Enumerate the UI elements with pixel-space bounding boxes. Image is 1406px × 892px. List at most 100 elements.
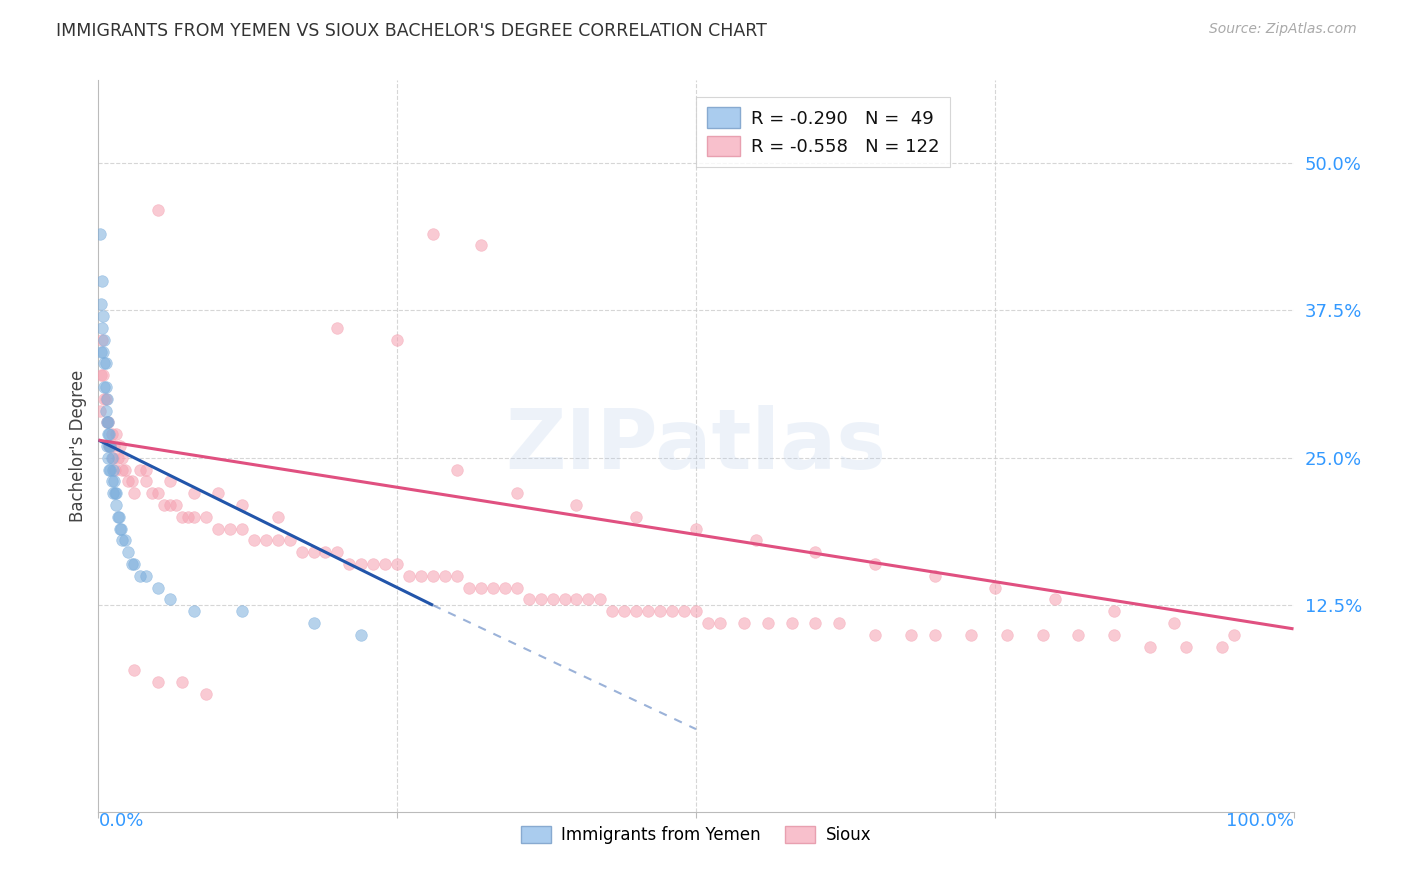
Point	[96, 439, 118, 453]
Point	[422, 227, 444, 241]
Point	[984, 581, 1007, 595]
Point	[93, 392, 115, 406]
Point	[207, 522, 229, 536]
Point	[111, 450, 134, 465]
Point	[90, 368, 112, 383]
Point	[89, 227, 111, 241]
Point	[114, 462, 136, 476]
Point	[385, 333, 409, 347]
Point	[506, 581, 529, 595]
Point	[470, 581, 492, 595]
Point	[107, 450, 129, 465]
Point	[648, 604, 672, 618]
Point	[148, 202, 170, 217]
Point	[995, 628, 1018, 642]
Point	[1067, 628, 1090, 642]
Point	[828, 615, 851, 630]
Point	[661, 604, 683, 618]
Point	[91, 321, 114, 335]
Point	[326, 545, 349, 559]
Point	[141, 486, 163, 500]
Point	[183, 486, 205, 500]
Point	[108, 439, 131, 453]
Point	[326, 321, 349, 335]
Point	[124, 557, 146, 571]
Point	[94, 392, 117, 406]
Point	[960, 628, 983, 642]
Text: ZIPatlas: ZIPatlas	[506, 406, 886, 486]
Point	[1104, 628, 1126, 642]
Point	[195, 687, 218, 701]
Point	[207, 486, 229, 500]
Point	[446, 462, 468, 476]
Point	[733, 615, 755, 630]
Point	[1211, 640, 1233, 654]
Point	[111, 462, 134, 476]
Point	[159, 475, 181, 489]
Point	[924, 628, 946, 642]
Point	[101, 462, 124, 476]
Point	[602, 604, 624, 618]
Point	[103, 475, 125, 489]
Point	[105, 498, 128, 512]
Point	[1104, 604, 1126, 618]
Point	[89, 403, 111, 417]
Point	[363, 557, 385, 571]
Point	[697, 615, 720, 630]
Point	[865, 628, 887, 642]
Point	[183, 604, 205, 618]
Point	[804, 615, 827, 630]
Point	[98, 439, 122, 453]
Point	[148, 486, 170, 500]
Point	[385, 557, 409, 571]
Point	[135, 568, 157, 582]
Point	[231, 522, 253, 536]
Point	[148, 581, 170, 595]
Point	[554, 592, 576, 607]
Y-axis label: Bachelor's Degree: Bachelor's Degree	[69, 370, 87, 522]
Point	[159, 498, 181, 512]
Point	[673, 604, 696, 618]
Point	[458, 581, 481, 595]
Point	[98, 439, 121, 453]
Point	[254, 533, 277, 548]
Point	[530, 592, 553, 607]
Point	[374, 557, 396, 571]
Point	[565, 592, 588, 607]
Point	[291, 545, 314, 559]
Point	[97, 416, 120, 430]
Point	[1139, 640, 1161, 654]
Point	[93, 333, 115, 347]
Point	[494, 581, 516, 595]
Point	[100, 475, 122, 489]
Point	[613, 604, 636, 618]
Point	[105, 427, 128, 442]
Point	[709, 615, 731, 630]
Point	[91, 274, 114, 288]
Point	[302, 615, 325, 630]
Legend: Immigrants from Yemen, Sioux: Immigrants from Yemen, Sioux	[515, 820, 877, 851]
Text: Source: ZipAtlas.com: Source: ZipAtlas.com	[1209, 22, 1357, 37]
Point	[1163, 615, 1185, 630]
Point	[165, 498, 187, 512]
Point	[422, 568, 444, 582]
Point	[195, 509, 218, 524]
Point	[446, 568, 468, 582]
Point	[93, 380, 115, 394]
Point	[685, 604, 707, 618]
Point	[104, 486, 127, 500]
Point	[105, 486, 128, 500]
Point	[278, 533, 301, 548]
Point	[107, 509, 129, 524]
Point	[103, 439, 125, 453]
Point	[97, 450, 120, 465]
Point	[97, 416, 120, 430]
Point	[117, 545, 139, 559]
Point	[124, 486, 146, 500]
Point	[111, 533, 134, 548]
Point	[565, 498, 588, 512]
Point	[1032, 628, 1054, 642]
Point	[107, 509, 129, 524]
Point	[398, 568, 420, 582]
Point	[98, 462, 121, 476]
